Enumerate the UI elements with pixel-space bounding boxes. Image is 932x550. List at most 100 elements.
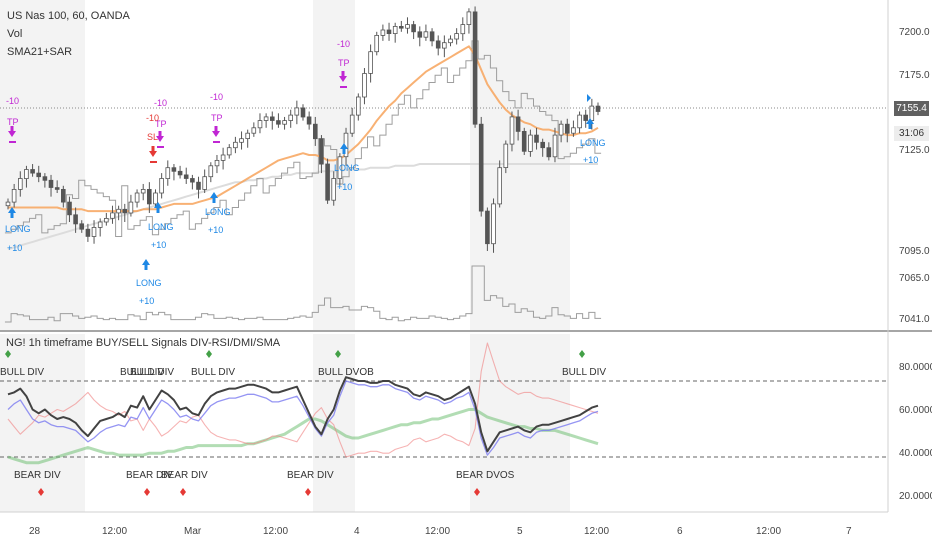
svg-text:-10: -10 (146, 113, 159, 123)
svg-text:+10: +10 (151, 240, 166, 250)
down-candle (54, 187, 60, 190)
sma21-line (8, 45, 599, 213)
candle (362, 68, 367, 105)
candle (337, 153, 343, 186)
candle (583, 109, 588, 128)
candle (116, 205, 121, 221)
candle (312, 116, 318, 146)
candle (528, 129, 533, 157)
volume-step-line (4, 265, 602, 323)
long-signal: LONG +10 (148, 202, 174, 250)
down-candle (565, 123, 570, 134)
time-tick: 12:00 (263, 526, 288, 537)
candle (319, 135, 324, 174)
up-candle (294, 107, 300, 116)
candle (423, 24, 429, 41)
svg-text:LONG: LONG (205, 207, 231, 217)
down-candle (546, 147, 552, 158)
up-candle (24, 169, 29, 180)
candle (441, 35, 447, 58)
sma-sar-legend[interactable]: SMA21+SAR (7, 46, 73, 58)
up-candle (110, 212, 115, 219)
oscillator-series (7, 342, 599, 458)
time-axis[interactable]: 28 12:00 Mar 12:00 4 12:00 5 12:00 6 12:… (29, 526, 852, 537)
candle (411, 20, 416, 40)
svg-text:BULL DIV: BULL DIV (562, 367, 606, 378)
up-candle (374, 35, 379, 53)
up-candle (497, 167, 502, 205)
candle (239, 131, 244, 150)
svg-text:+10: +10 (337, 182, 352, 192)
candle (417, 26, 423, 47)
down-candle (325, 163, 330, 201)
candle (122, 203, 128, 222)
oscillator-series (7, 408, 599, 465)
candle (448, 35, 453, 47)
candle (251, 122, 257, 137)
up-candle (153, 192, 158, 205)
down-candle (540, 141, 545, 149)
up-candle (577, 114, 582, 129)
up-candle (91, 226, 97, 237)
volume-legend[interactable]: Vol (7, 28, 23, 40)
down-candle (435, 40, 441, 49)
up-candle (466, 11, 472, 25)
volume-step-line (4, 265, 602, 323)
oscillator-lines (7, 342, 599, 465)
candle (374, 31, 379, 56)
up-candle (11, 188, 17, 203)
oscillator-annotations: NG! 1h timeframe BUY/SELL Signals DIV-RS… (0, 337, 606, 496)
svg-text:TP: TP (211, 113, 223, 123)
up-candle (571, 127, 576, 134)
down-candle (534, 134, 539, 143)
down-candle (300, 107, 306, 118)
candle (226, 144, 232, 159)
down-candle (196, 181, 201, 190)
candle (398, 20, 404, 32)
candle (91, 220, 97, 244)
down-candle (85, 228, 91, 237)
time-tick: Mar (184, 526, 202, 537)
oscillator-axis[interactable]: 80.0000 60.0000 40.0000 20.0000 (899, 362, 932, 502)
up-candle (355, 96, 361, 116)
candle (497, 160, 502, 208)
svg-text:LONG: LONG (148, 222, 174, 232)
up-candle (331, 178, 336, 201)
symbol-title[interactable]: US Nas 100, 60, OANDA (7, 10, 130, 22)
candle (214, 154, 220, 174)
candle (503, 140, 509, 174)
candle (36, 165, 41, 183)
candle (429, 28, 435, 47)
candle (177, 165, 183, 179)
down-candle (398, 25, 404, 29)
candle (368, 44, 373, 83)
candle (472, 6, 478, 128)
up-candle (251, 127, 257, 134)
price-axis[interactable]: 7200.0 7175.0 7125.0 7095.0 7065.0 7041.… (899, 27, 930, 325)
down-candle (190, 178, 195, 183)
up-candle (362, 73, 367, 98)
candle (546, 142, 552, 161)
up-candle (263, 116, 269, 121)
candle (386, 22, 392, 41)
sar-step-line (4, 40, 602, 237)
time-tick: 12:00 (425, 526, 450, 537)
candle (159, 173, 164, 199)
svg-text:+10: +10 (139, 296, 154, 306)
candle (294, 100, 300, 125)
candle (30, 164, 35, 177)
svg-text:BULL DIV: BULL DIV (120, 367, 164, 378)
up-candle (208, 165, 214, 178)
candle (171, 164, 177, 181)
time-tick: 7 (846, 526, 852, 537)
candle (349, 107, 355, 137)
candle (245, 129, 251, 148)
svg-text:TP: TP (338, 58, 350, 68)
svg-text:BEAR DVOS: BEAR DVOS (456, 470, 515, 481)
candle (190, 174, 195, 190)
candle (61, 185, 66, 208)
down-candle (79, 223, 85, 230)
candle (380, 24, 386, 41)
up-candle (337, 156, 343, 179)
